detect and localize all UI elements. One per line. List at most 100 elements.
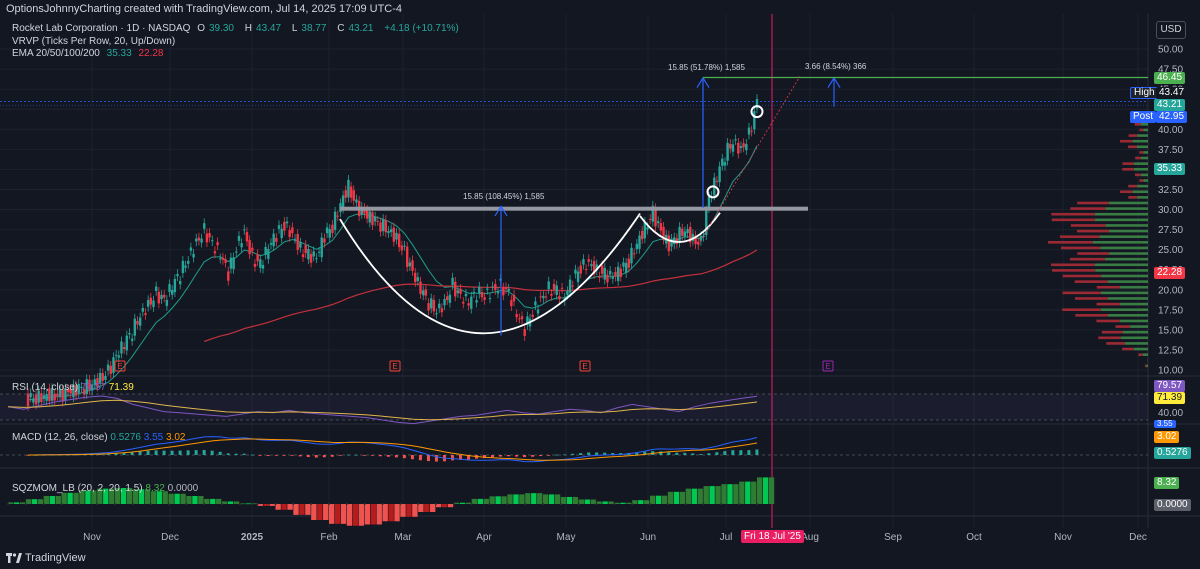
candle-body [753, 111, 756, 130]
ohlc-change: +4.18 (+10.71%) [384, 23, 459, 34]
sqz-momentum-bar [554, 494, 561, 504]
candle-body [699, 236, 703, 241]
candle-body [600, 265, 604, 274]
candle-body [352, 190, 355, 201]
vp-down-bar [1106, 342, 1126, 345]
candle-body [745, 143, 748, 151]
sqz-dot [417, 503, 420, 505]
sqz-momentum-bar [305, 504, 311, 515]
vp-up-bar [1093, 241, 1148, 244]
sqz-momentum-bar [715, 486, 721, 504]
x-tick-label: Dec [161, 532, 179, 543]
candle-body [670, 238, 673, 247]
candle-body [275, 237, 278, 242]
candle-body [707, 196, 711, 209]
vp-up-bar [1140, 173, 1148, 177]
candle-body [181, 260, 185, 274]
macd-line [27, 436, 758, 463]
vp-down-bar [1096, 285, 1120, 289]
candle-body [504, 287, 508, 290]
vp-down-bar [1052, 269, 1096, 272]
vp-up-bar [1119, 285, 1148, 289]
sqzmom-zero-tag: 0.0000 [1154, 499, 1191, 511]
sqz-dot [256, 503, 259, 505]
sqz-momentum-bar [578, 499, 585, 504]
candle-body [531, 314, 534, 317]
candle-body [136, 320, 139, 325]
candle-body [507, 288, 510, 292]
vp-up-bar [1101, 274, 1148, 278]
sqz-momentum-bar [227, 501, 234, 504]
macd-hist-bar [282, 455, 286, 456]
earnings-marker [822, 360, 834, 372]
macd-hist-bar [242, 453, 246, 455]
candle-body [635, 243, 639, 250]
candle-body [344, 190, 347, 198]
x-tick-label: Apr [476, 532, 492, 543]
vp-up-bar [1094, 263, 1148, 267]
sqz-momentum-bar [346, 504, 353, 526]
vp-down-bar [1059, 235, 1100, 238]
candle-body [550, 293, 553, 296]
macd-hist-bar [635, 452, 639, 455]
macd-hist-bar [266, 455, 270, 456]
candle-body [197, 237, 201, 241]
candle-body [683, 231, 687, 237]
candle-body [432, 299, 436, 312]
candle-body [587, 259, 590, 262]
candle-body [106, 364, 110, 371]
candle-body [512, 294, 516, 302]
sqz-momentum-bar [650, 495, 656, 504]
macd-hist-bar [683, 452, 687, 455]
last-price-tag: 43.21 [1154, 99, 1186, 111]
x-tick-label: Dec [1129, 532, 1147, 543]
candle-body [472, 291, 476, 294]
candle-body [200, 238, 203, 243]
candle-body [622, 262, 625, 267]
sqz-momentum-bar [543, 494, 549, 504]
macd-hist-bar [106, 453, 110, 455]
currency-button[interactable]: USD [1156, 21, 1186, 39]
macd-hist-bar [322, 455, 326, 458]
sqz-momentum-bar [103, 488, 109, 504]
sqz-dot [42, 503, 45, 505]
candle-body [624, 263, 628, 274]
earnings-letter: E [825, 362, 830, 371]
macd-hist-bar [426, 455, 430, 462]
macd-hist-bar [386, 455, 390, 457]
y-tick-label: 25.00 [1158, 245, 1183, 256]
sqz-momentum-bar [620, 502, 626, 504]
vp-up-bar [1095, 269, 1148, 272]
candle-body [726, 142, 729, 161]
candle-body [539, 296, 542, 298]
vp-down-bar [1128, 184, 1138, 188]
candle-body [219, 258, 222, 260]
rsi-legend: RSI (14, close) 79.57 71.39 [12, 382, 134, 393]
measure-label-2: 15.85 (51.78%) 1,585 [668, 63, 745, 72]
candle-body [80, 386, 83, 388]
candle-body [534, 301, 537, 306]
sqz-dot [435, 503, 437, 505]
macd-legend: MACD (12, 26, close) 0.5276 3.55 3.02 [12, 432, 186, 443]
candle-body [138, 317, 142, 326]
candle-body [88, 379, 91, 390]
vp-up-bar [1105, 224, 1148, 227]
candle-body [93, 379, 96, 386]
candlesticks [26, 94, 759, 411]
trend-line [699, 76, 801, 242]
candle-body [253, 263, 257, 267]
candle-body [101, 373, 104, 381]
candle-body [483, 297, 486, 300]
candle-body [125, 335, 129, 351]
vp-up-bar [1137, 184, 1148, 188]
sqz-momentum-bar [25, 499, 32, 504]
candle-body [694, 235, 697, 245]
sqz-momentum-bar [513, 494, 519, 504]
candle-body [299, 242, 302, 248]
candle-body [606, 274, 609, 283]
sqz-momentum-bar [329, 504, 335, 524]
x-tick-label: Feb [320, 532, 338, 543]
candle-body [232, 257, 235, 270]
candle-body [667, 235, 671, 252]
